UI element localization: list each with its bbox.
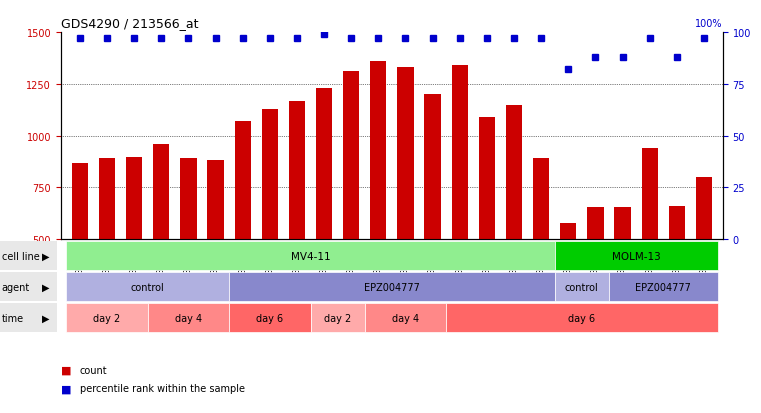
Text: cell line: cell line [2,251,40,261]
Bar [425,95,441,343]
Bar [479,118,495,343]
Text: day 6: day 6 [568,313,595,323]
Bar [343,72,359,343]
Text: 100%: 100% [696,19,723,29]
Bar [262,109,278,343]
Text: day 2: day 2 [324,313,352,323]
Text: ▶: ▶ [42,313,49,323]
Text: day 4: day 4 [392,313,419,323]
Bar [397,68,414,343]
Text: time: time [2,313,24,323]
Text: ■: ■ [61,383,72,393]
Bar [696,178,712,343]
Bar [126,158,142,343]
Text: ■: ■ [61,365,72,375]
Text: ▶: ▶ [42,251,49,261]
Bar [533,159,549,343]
Text: EPZ004777: EPZ004777 [635,282,691,292]
Bar [587,207,603,343]
Text: day 6: day 6 [256,313,283,323]
Bar [208,161,224,343]
Bar [451,66,468,343]
Text: percentile rank within the sample: percentile rank within the sample [80,383,245,393]
Text: ▶: ▶ [42,282,49,292]
Bar [180,159,196,343]
Bar [614,207,631,343]
Bar [642,149,658,343]
Text: day 4: day 4 [175,313,202,323]
Bar [560,223,576,343]
Bar [153,145,170,343]
Bar [370,62,387,343]
Text: MV4-11: MV4-11 [291,251,330,261]
Bar [316,89,333,343]
Bar [234,122,251,343]
Bar [72,163,88,343]
Bar [506,105,522,343]
Bar [669,206,685,343]
Bar [289,102,305,343]
Text: MOLM-13: MOLM-13 [612,251,661,261]
Text: agent: agent [2,282,30,292]
Text: count: count [80,365,107,375]
Text: EPZ004777: EPZ004777 [364,282,420,292]
Text: day 2: day 2 [94,313,121,323]
Text: control: control [565,282,599,292]
Bar [99,159,115,343]
Text: GDS4290 / 213566_at: GDS4290 / 213566_at [61,17,199,29]
Text: control: control [131,282,164,292]
